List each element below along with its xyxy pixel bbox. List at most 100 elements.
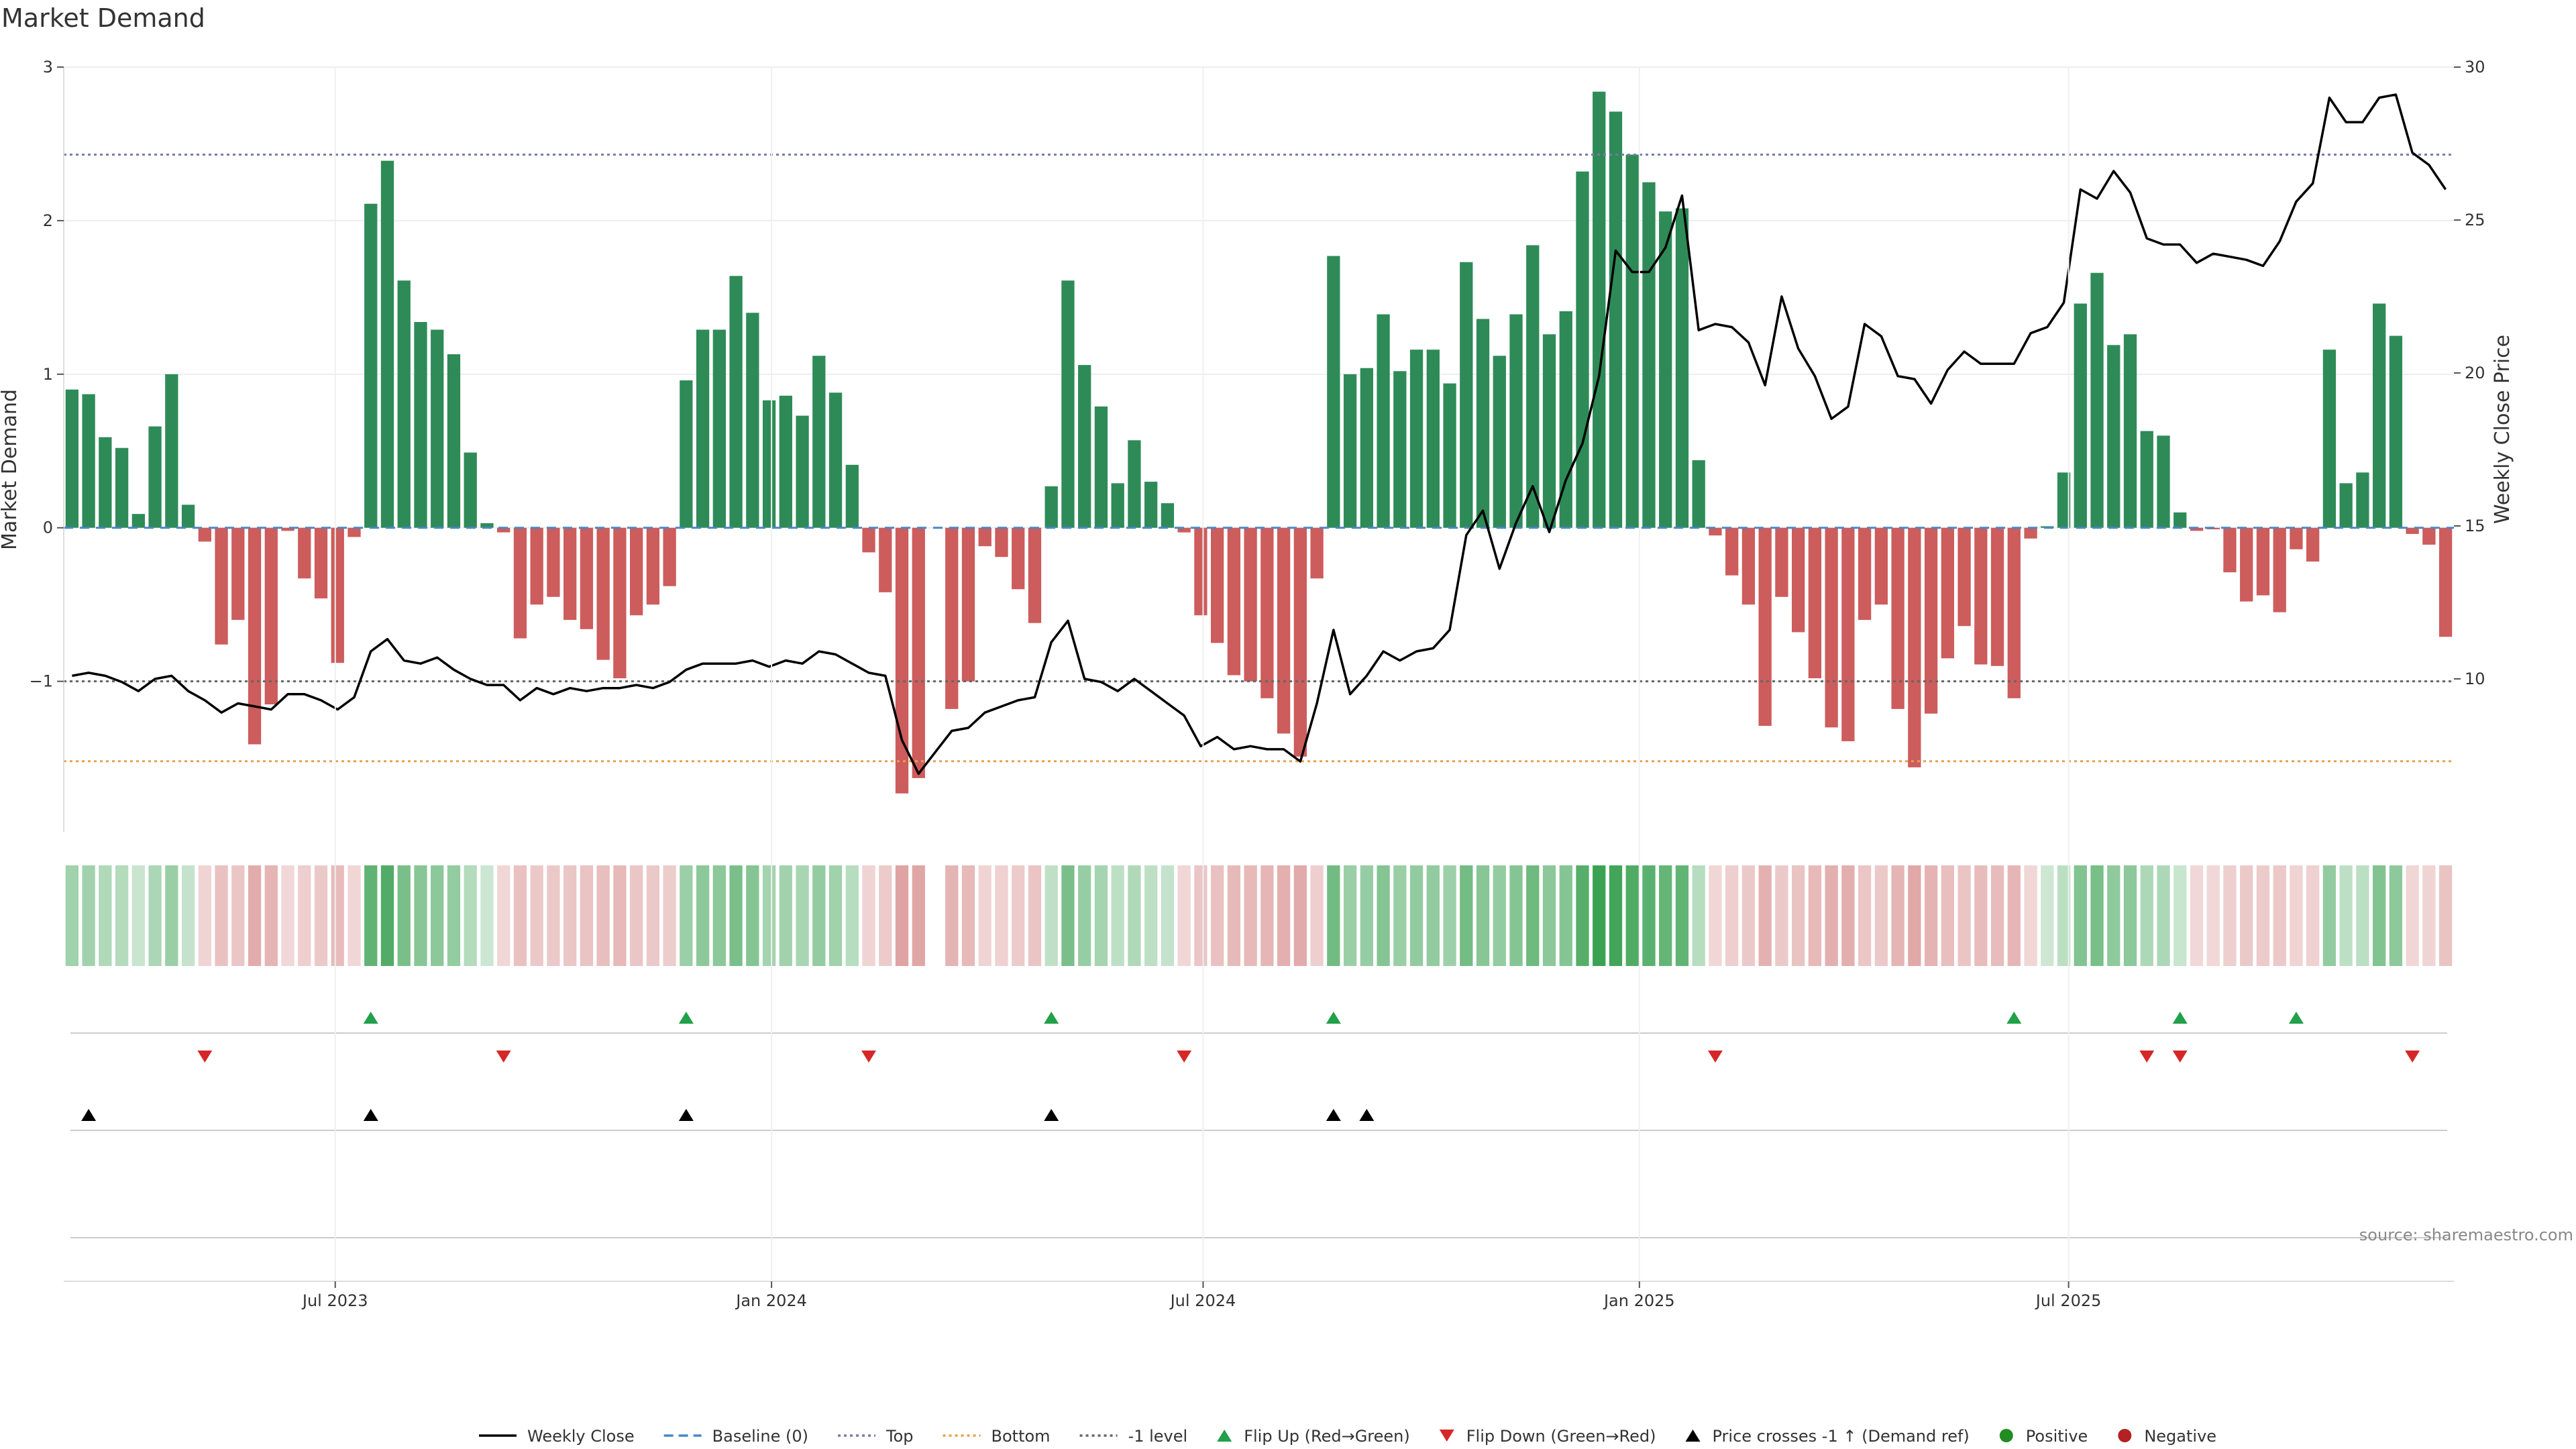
heat-cell [680, 865, 693, 966]
demand-bar [1061, 280, 1075, 528]
demand-bar [198, 527, 211, 542]
demand-bar [1725, 527, 1739, 576]
demand-bar [1426, 350, 1440, 528]
left-tick-label: 2 [43, 211, 53, 230]
flip-down-marker [1177, 1051, 1192, 1063]
demand-bar [1659, 211, 1672, 528]
demand-bar [1343, 374, 1357, 528]
left-tick-label: 0 [43, 519, 53, 537]
right-tick-label: 15 [2465, 517, 2485, 535]
demand-bar [497, 527, 511, 533]
heat-cell [397, 865, 411, 966]
heat-cell [1476, 865, 1490, 966]
legend-label: Flip Up (Red→Green) [1244, 1427, 1410, 1446]
legend-label: -1 level [1128, 1427, 1188, 1446]
demand-bar [629, 527, 643, 616]
legend-symbol-triangle-up [1217, 1430, 1232, 1442]
levels-layer [64, 153, 2454, 763]
heat-cell [2322, 865, 2337, 966]
heat-cell [331, 865, 344, 966]
heat-cell [1293, 865, 1307, 966]
heat-cell [1642, 865, 1656, 966]
heat-cell [2041, 865, 2054, 966]
heat-cell [314, 865, 328, 966]
heat-cell [1012, 865, 1025, 966]
heat-cell [1576, 865, 1589, 966]
demand-bar [464, 452, 477, 528]
demand-bar [995, 527, 1008, 557]
heat-cell [65, 865, 79, 966]
demand-bar [862, 527, 875, 553]
demand-bar [513, 527, 527, 639]
demand-bar [2140, 431, 2153, 528]
heat-cell [2290, 865, 2303, 966]
heat-cell [1144, 865, 1158, 966]
heat-cell [480, 865, 494, 966]
heat-cell [2422, 865, 2436, 966]
demand-bar [1941, 527, 1954, 659]
demand-bar [663, 527, 676, 586]
demand-bar [1377, 314, 1390, 528]
heat-cell [696, 865, 710, 966]
heat-cell [2090, 865, 2104, 966]
heat-cell [2306, 865, 2320, 966]
demand-bar [596, 527, 610, 660]
demand-bar [2306, 527, 2320, 562]
demand-bar [1957, 527, 1971, 627]
demand-bar [447, 354, 461, 528]
heat-cell [115, 865, 129, 966]
legend-item: Price crosses -1 ↑ (Demand ref) [1685, 1427, 1970, 1446]
heat-cell [231, 865, 245, 966]
heat-cell [1526, 865, 1540, 966]
heat-cell [497, 865, 511, 966]
demand-bar [828, 392, 843, 528]
legend-item: Bottom [943, 1427, 1051, 1446]
demand-bar [2174, 512, 2187, 528]
demand-bar [181, 504, 195, 528]
heat-cell [380, 865, 394, 966]
demand-bar [1692, 460, 1705, 528]
x-tick-label: Jul 2024 [1169, 1291, 1236, 1310]
heat-cell [2007, 865, 2021, 966]
heat-cell [1194, 865, 1208, 966]
demand-bar [165, 374, 178, 528]
demand-bar [646, 527, 660, 605]
heat-cell [2157, 865, 2170, 966]
heat-cell [1559, 865, 1572, 966]
legend-label: Flip Down (Green→Red) [1466, 1427, 1656, 1446]
heat-cell [995, 865, 1008, 966]
demand-bar [1825, 527, 1838, 728]
heat-cell [2140, 865, 2153, 966]
demand-bar [2373, 303, 2386, 528]
heat-cell [1725, 865, 1739, 966]
legend-label: Bottom [991, 1427, 1051, 1446]
demand-bar [2107, 345, 2121, 528]
demand-bar [1409, 350, 1424, 528]
heat-cell [1593, 865, 1606, 966]
price-cross-marker [363, 1109, 378, 1121]
demand-bar [1576, 171, 1589, 528]
right-tick-label: 30 [2465, 58, 2485, 76]
heat-cell [2123, 865, 2137, 966]
heat-cell [845, 865, 859, 966]
demand-bar [1260, 527, 1274, 698]
heat-cell [2223, 865, 2237, 966]
demand-bar [613, 527, 627, 679]
flip-up-marker [2288, 1012, 2304, 1024]
demand-bar [564, 527, 577, 621]
legend-item: Negative [2118, 1427, 2216, 1446]
legend-item: Flip Down (Green→Red) [1439, 1427, 1656, 1446]
demand-bar [1542, 334, 1556, 528]
legend-label: Top [885, 1427, 914, 1446]
heat-cell [1957, 865, 1971, 966]
heat-cell [729, 865, 743, 966]
heat-cell [912, 865, 925, 966]
demand-bar [1111, 483, 1124, 528]
legend-item: -1 level [1079, 1427, 1188, 1446]
demand-bar [961, 527, 975, 682]
line-layer [72, 93, 2447, 775]
demand-bar [1393, 371, 1407, 528]
demand-bar [82, 394, 95, 528]
demand-bar [2406, 527, 2419, 534]
demand-bar [2090, 272, 2104, 528]
